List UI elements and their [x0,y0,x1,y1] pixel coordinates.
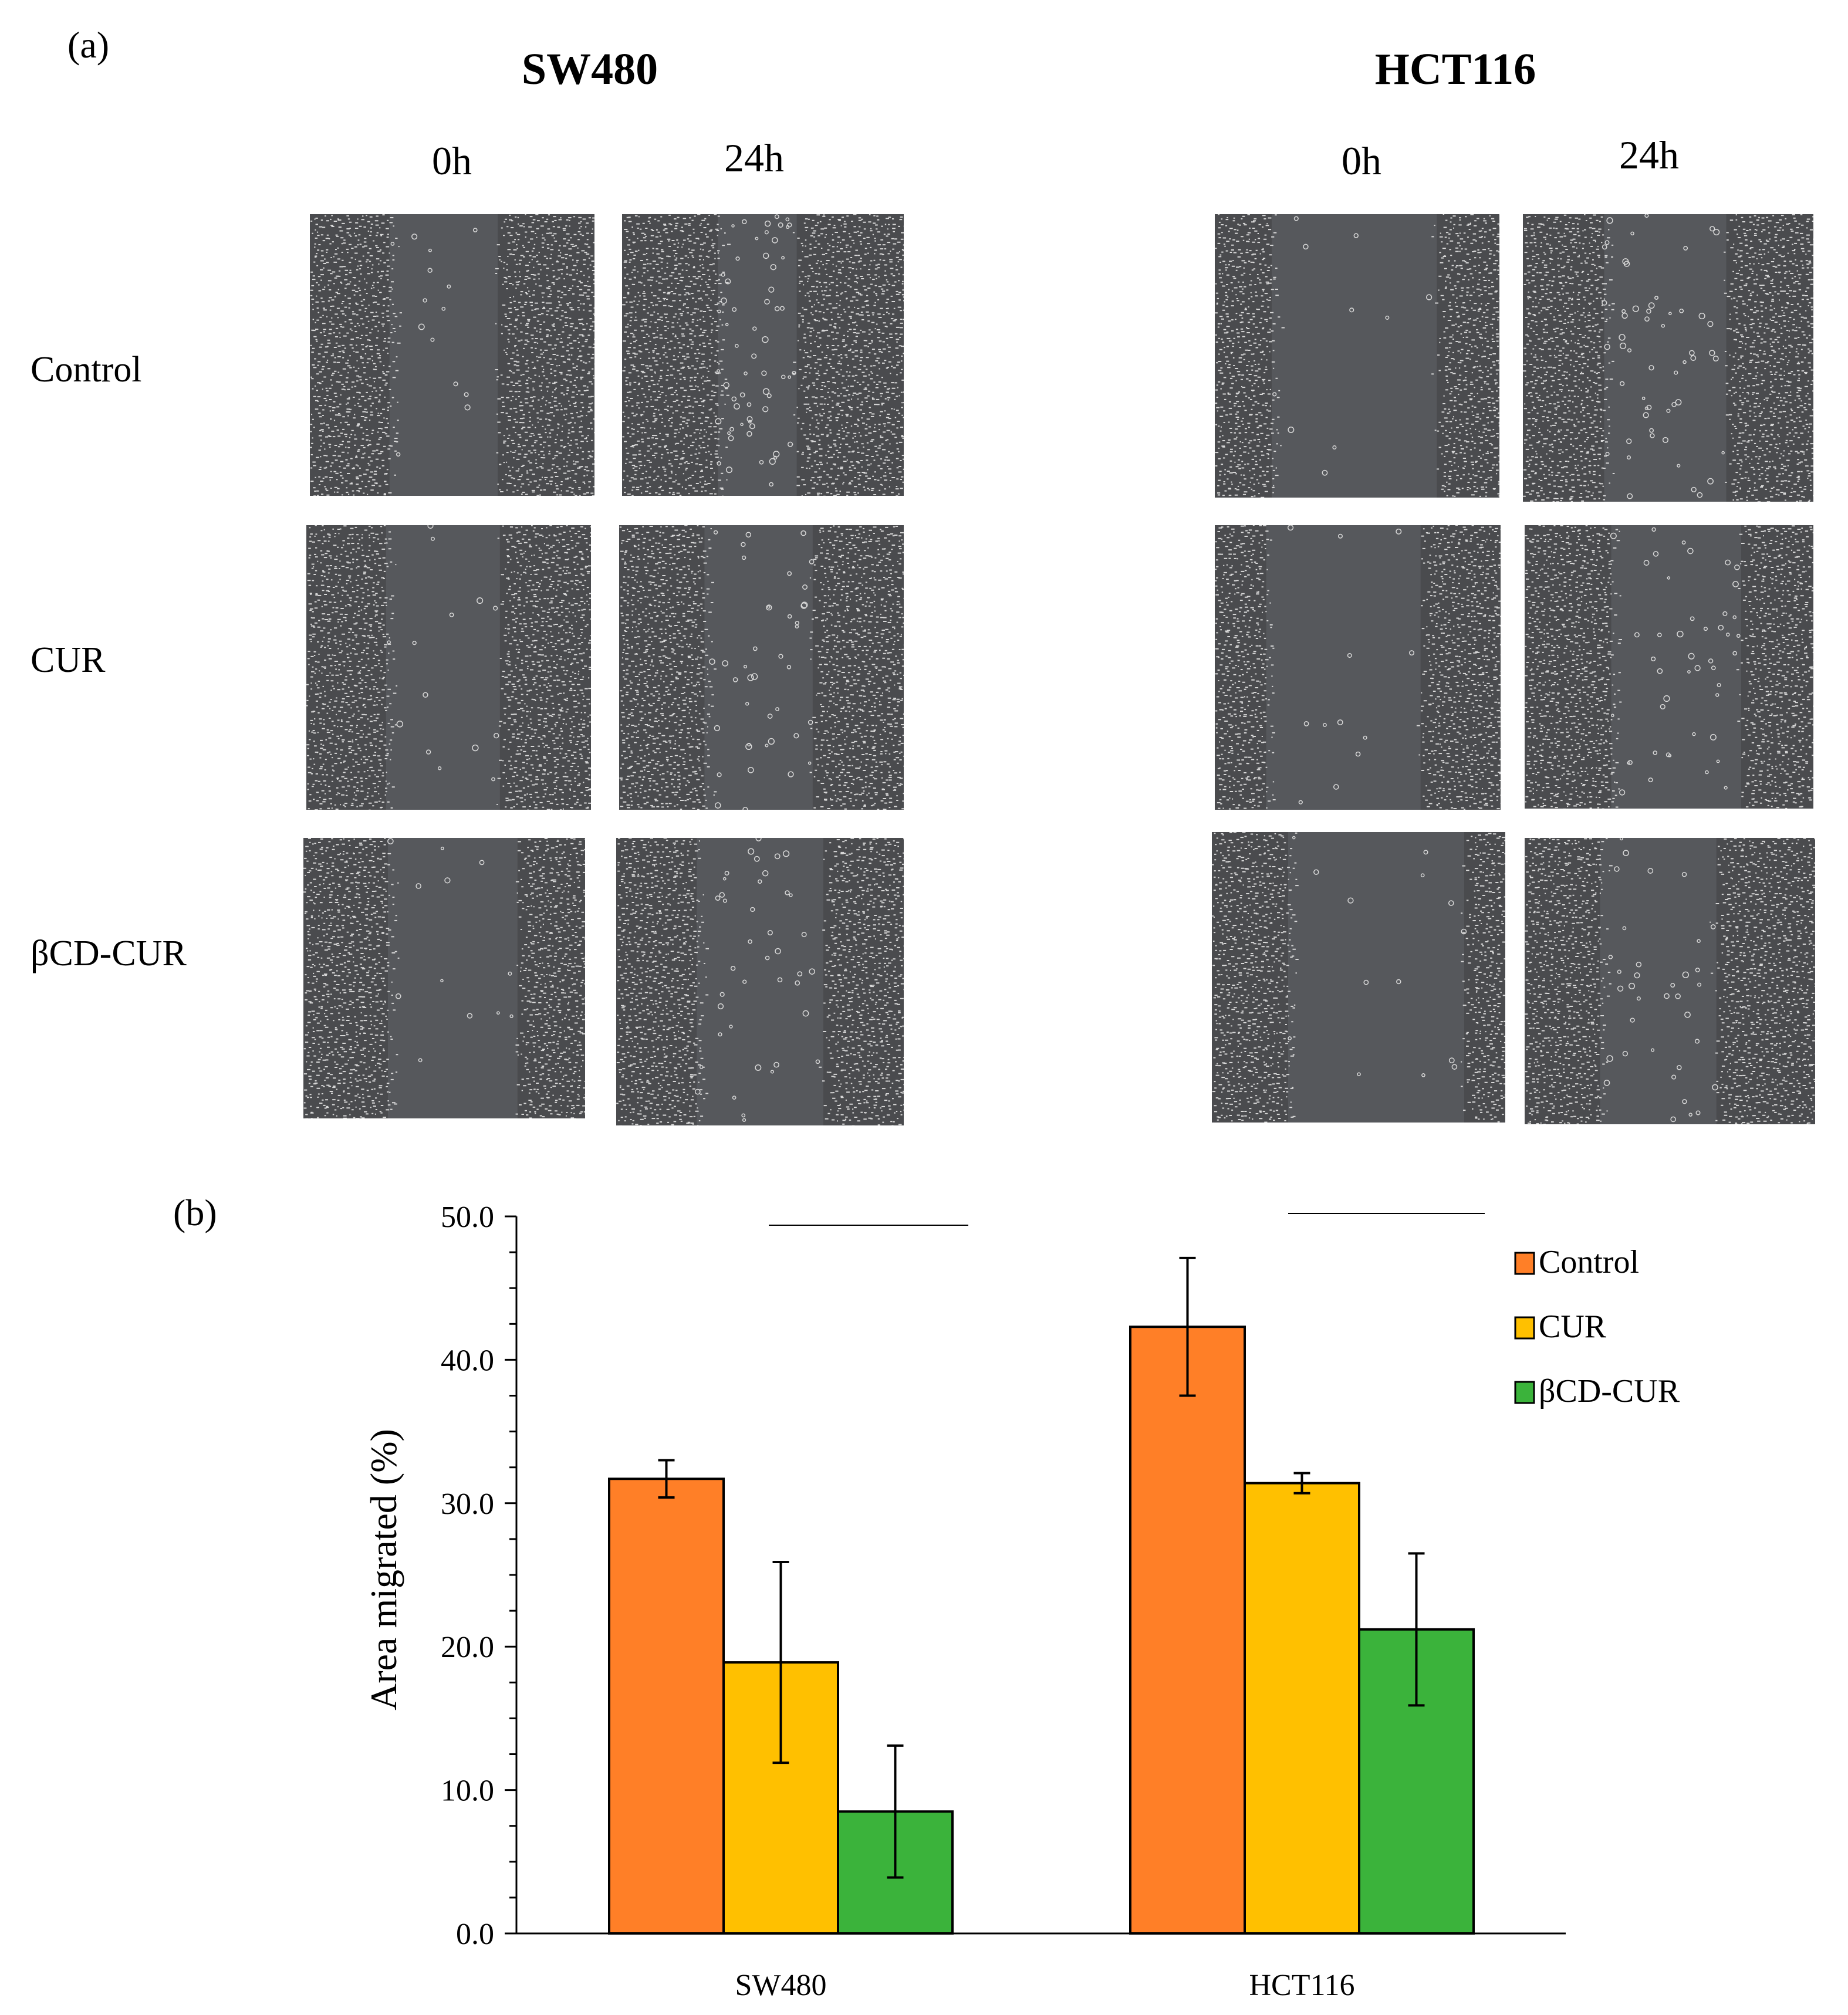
micrograph-sw480-control-0h [310,214,594,496]
micrograph-hct116-cur-24h [1525,525,1813,809]
micrograph-sw480-bcd-cur-24h [616,838,904,1125]
micrograph-hct116-cur-0h [1215,525,1501,810]
micrograph-sw480-cur-0h [306,525,591,810]
cell-line-title-sw480: SW480 [521,45,658,94]
y-tick-label: 40.0 [441,1344,494,1377]
y-tick-label: 30.0 [441,1487,494,1521]
time-label-hct116-24h: 24h [1619,133,1679,177]
y-tick-label: 0.0 [456,1918,494,1951]
legend-label: βCD-CUR [1539,1373,1680,1409]
legend-swatch [1514,1381,1535,1404]
bar-chart: 0.0 10.0 20.0 30.0 40.0 50.0 SW480 HCT116 Cont… [363,1201,1680,2002]
y-tick-label: 10.0 [441,1774,494,1808]
micrograph-hct116-control-0h [1215,214,1499,498]
bar-sw480-control [608,1478,725,1935]
chart-legend: Control CUR βCD-CUR [1514,1244,1680,1409]
row-label-bcd-cur: βCD-CUR [31,934,187,973]
legend-label: CUR [1539,1309,1607,1345]
micrograph-sw480-cur-24h [619,525,904,810]
chart-error-bars [658,1256,1425,1879]
x-label-sw480: SW480 [735,1969,827,2002]
micrograph-hct116-bcd-cur-24h [1525,838,1815,1124]
chart-significance-brackets [769,1213,1485,1226]
legend-swatch [1514,1252,1535,1275]
time-label-sw480-0h: 0h [432,138,472,183]
time-label-hct116-0h: 0h [1342,138,1381,183]
legend-swatch [1514,1316,1535,1340]
y-tick-label: 50.0 [441,1201,494,1234]
micrograph-hct116-control-24h [1523,214,1813,502]
y-axis-label: Area migrated (%) [363,1429,404,1710]
micrograph-hct116-bcd-cur-0h [1212,832,1505,1123]
bar-hct116-cur [1244,1482,1360,1935]
row-label-cur: CUR [31,640,106,680]
chart-y-ticks: 0.0 10.0 20.0 30.0 40.0 50.0 [441,1201,516,1951]
bar-hct116-control [1129,1326,1246,1935]
micrograph-sw480-bcd-cur-0h [303,838,585,1118]
row-label-control: Control [31,350,142,390]
legend-label: Control [1539,1244,1639,1280]
panel-a-label: (a) [67,24,110,66]
time-label-sw480-24h: 24h [724,136,784,180]
y-tick-label: 20.0 [441,1631,494,1664]
micrograph-sw480-control-24h [622,214,904,496]
chart-x-labels: SW480 HCT116 [735,1969,1355,2002]
cell-line-title-hct116: HCT116 [1374,45,1536,94]
panel-b-label: (b) [173,1192,217,1233]
chart-bars [608,1326,1475,1935]
x-label-hct116: HCT116 [1249,1969,1354,2002]
